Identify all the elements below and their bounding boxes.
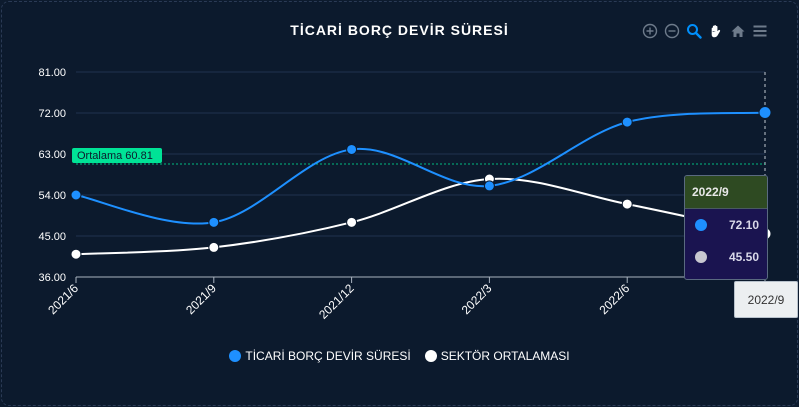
zoom-in-icon[interactable] [640,20,660,42]
legend-item-series-1[interactable]: TİCARİ BORÇ DEVİR SÜRESİ [229,349,411,363]
tooltip-marker-series-2 [695,251,707,263]
tooltip-value-series-1: 72.10 [728,218,759,232]
chart-legend: TİCARİ BORÇ DEVİR SÜRESİ SEKTÖR ORTALAMA… [0,349,799,363]
data-point-series-1 [758,106,772,120]
y-tick-label: 36.00 [38,272,66,284]
data-point-series-2 [208,241,220,253]
data-point-series-1 [208,216,220,228]
legend-item-series-2[interactable]: SEKTÖR ORTALAMASI [424,349,570,363]
y-tick-label: 54.00 [38,190,66,202]
x-tick-label: 2021/12 [316,281,357,322]
legend-marker-series-2 [424,350,437,362]
y-tick-label: 45.00 [38,231,66,243]
x-tick-label: 2022/6 [596,281,632,317]
legend-label-series-2: SEKTÖR ORTALAMASI [440,349,570,363]
menu-icon[interactable] [750,20,770,42]
data-point-series-2 [70,248,82,260]
pan-hand-icon[interactable] [706,20,726,42]
tooltip-row-series-1: 72.10 [685,209,767,241]
data-point-series-1 [621,116,633,128]
selection-zoom-icon[interactable] [684,20,704,42]
y-tick-label: 81.00 [38,67,66,79]
tooltip-marker-series-1 [695,219,707,231]
y-tick-label: 63.00 [38,149,66,161]
chart-title: TİCARİ BORÇ DEVİR SÜRESİ [290,22,509,38]
xaxis-tooltip: 2022/9 [734,281,798,318]
series-line-2 [75,177,766,256]
y-tick-label: 72.00 [38,108,66,120]
tooltip-value-series-2: 45.50 [728,250,759,264]
legend-label-series-1: TİCARİ BORÇ DEVİR SÜRESİ [245,349,411,363]
average-label-box [72,147,162,163]
x-tick-label: 2021/6 [45,281,81,317]
zoom-out-icon[interactable] [662,20,682,42]
data-point-series-1 [70,189,82,201]
data-point-series-1 [483,180,495,192]
average-label: Ortalama 60.81 [77,150,153,162]
data-point-series-2 [621,198,633,210]
legend-marker-series-1 [229,350,242,362]
reset-home-icon[interactable] [728,20,748,42]
chart-toolbar [640,20,770,42]
data-point-series-2 [346,216,358,228]
x-tick-label: 2022/3 [459,281,495,317]
series-line-1 [75,111,766,225]
tooltip-row-series-2: 45.50 [685,241,767,273]
tooltip-header: 2022/9 [685,176,767,209]
data-tooltip: 2022/9 72.10 45.50 [684,175,768,280]
data-point-series-1 [346,143,358,155]
x-tick-label: 2021/9 [183,281,219,317]
